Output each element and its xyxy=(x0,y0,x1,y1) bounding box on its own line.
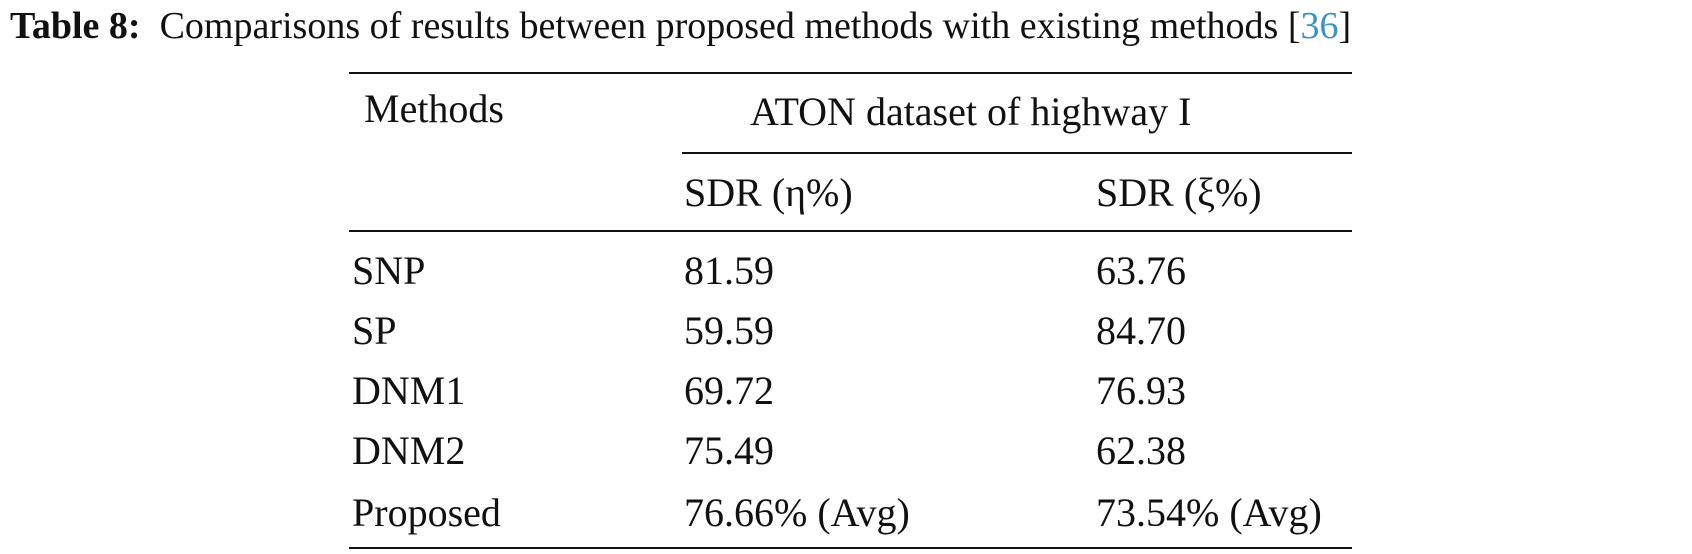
header-sdr-xi: SDR (ξ%) xyxy=(1096,170,1262,215)
header-bottom-rule xyxy=(349,230,1352,232)
row-sdr-xi: 84.70 xyxy=(1096,308,1186,353)
row-sdr-eta: 76.66% (Avg) xyxy=(684,490,910,535)
row-sdr-eta: 75.49 xyxy=(684,428,774,473)
table-top-rule xyxy=(349,72,1352,74)
table-caption: Table 8: Comparisons of results between … xyxy=(10,0,1692,52)
table-label: Table 8: xyxy=(10,5,141,47)
caption-close-bracket: ] xyxy=(1338,5,1352,47)
header-methods: Methods xyxy=(364,86,504,131)
caption-text: Comparisons of results between proposed … xyxy=(159,5,1301,47)
row-method: SNP xyxy=(352,248,426,293)
row-sdr-xi: 76.93 xyxy=(1096,368,1186,413)
row-sdr-eta: 81.59 xyxy=(684,248,774,293)
citation-link[interactable]: 36 xyxy=(1300,5,1339,47)
header-sdr-eta: SDR (η%) xyxy=(684,170,853,215)
row-sdr-eta: 59.59 xyxy=(684,308,774,353)
row-sdr-eta: 69.72 xyxy=(684,368,774,413)
row-method: DNM1 xyxy=(352,368,466,413)
row-sdr-xi: 63.76 xyxy=(1096,248,1186,293)
row-sdr-xi: 73.54% (Avg) xyxy=(1096,490,1322,535)
row-method: SP xyxy=(352,308,397,353)
header-group-aton: ATON dataset of highway I xyxy=(750,89,1192,134)
row-method: Proposed xyxy=(352,490,501,535)
row-method: DNM2 xyxy=(352,428,466,473)
row-sdr-xi: 62.38 xyxy=(1096,428,1186,473)
group-header-rule xyxy=(682,152,1352,154)
table-bottom-rule xyxy=(349,547,1352,549)
